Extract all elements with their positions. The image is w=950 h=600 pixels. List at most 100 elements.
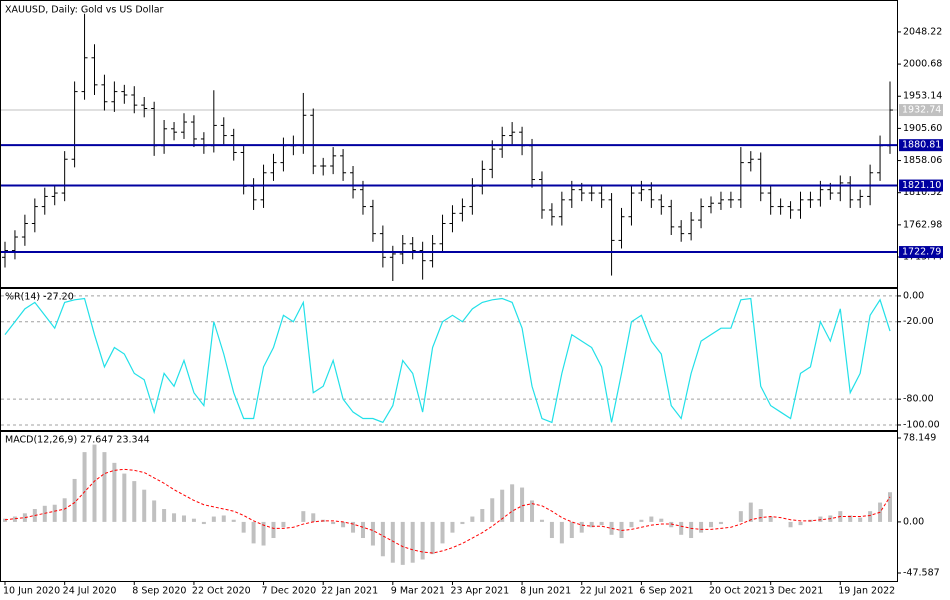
histogram-bar [172, 513, 177, 522]
histogram-bar [251, 521, 256, 544]
panel-border [0, 0, 898, 289]
x-tick-label: 8 Sep 2020 [132, 586, 186, 597]
histogram-bar [42, 505, 47, 522]
level-label-box [899, 179, 943, 192]
y-tick-label: 1905.60 [903, 123, 942, 134]
histogram-bar [370, 521, 375, 546]
histogram-bar [360, 521, 365, 539]
histogram-bar [549, 521, 554, 539]
histogram-bar [569, 521, 574, 539]
y-tick-label: -100.00 [903, 419, 940, 430]
histogram-bar [102, 452, 107, 522]
x-tick-label: 22 Jan 2021 [321, 586, 378, 597]
histogram-bar [162, 509, 167, 522]
histogram-bar [201, 521, 206, 525]
histogram-bar [261, 521, 266, 546]
histogram-bar [629, 521, 634, 528]
x-tick-label: 20 Oct 2021 [709, 586, 768, 597]
panel-title: %R(14) -27.20 [5, 292, 74, 303]
histogram-bar [241, 521, 246, 533]
x-tick-label: 7 Dec 2020 [262, 586, 317, 597]
level-label-box [899, 246, 943, 259]
histogram-bar [758, 509, 763, 522]
histogram-bar [191, 518, 196, 522]
histogram-bar [420, 521, 425, 560]
y-tick-label: 0.00 [903, 290, 924, 301]
histogram-bar [639, 519, 644, 522]
histogram-bar [281, 521, 286, 528]
histogram-bar [798, 521, 803, 526]
histogram-bar [579, 521, 584, 533]
histogram-bar [390, 521, 395, 563]
y-tick-label: -80.00 [903, 394, 934, 405]
x-tick-label: 10 Jun 2020 [3, 586, 60, 597]
y-tick-label: 0.00 [903, 516, 924, 527]
histogram-bar [400, 521, 405, 565]
line [4, 297, 891, 424]
histogram-bar [868, 511, 873, 522]
histogram-bar [142, 489, 147, 522]
histogram-bar [520, 487, 525, 522]
y-tick-label: -20.00 [903, 316, 934, 327]
histogram-bar [380, 521, 385, 557]
histogram-bar [748, 502, 753, 522]
histogram-bar [52, 504, 57, 522]
level-label: 1880.81 [902, 140, 941, 151]
x-tick-label: 19 Jan 2022 [838, 586, 895, 597]
histogram-bar [470, 516, 475, 522]
histogram-bar [858, 517, 863, 522]
histogram-bar [460, 521, 465, 525]
x-tick-label: 23 Apr 2021 [450, 586, 509, 597]
x-tick-label: 6 Sep 2021 [639, 586, 693, 597]
signal-line [4, 468, 891, 554]
y-tick-label: 1953.14 [903, 91, 942, 102]
histogram-bar [3, 518, 7, 522]
histogram-bar [72, 478, 77, 522]
histogram-bar [888, 492, 892, 522]
histogram-bar [649, 516, 654, 522]
x-tick-label: 24 Jul 2020 [63, 586, 117, 597]
histogram-bar [440, 521, 445, 544]
histogram-bar [659, 518, 664, 522]
level-label-box [899, 139, 943, 152]
histogram-bar [430, 521, 435, 555]
y-tick-label: 1762.98 [903, 219, 942, 230]
histogram-bar [271, 521, 276, 539]
y-tick-label: -47.587 [903, 568, 940, 579]
y-tick-label: 1858.06 [903, 155, 942, 166]
last-price-box [899, 104, 943, 117]
x-tick-label: 3 Dec 2021 [769, 586, 824, 597]
histogram-bar [62, 498, 67, 522]
histogram-bar [699, 521, 704, 533]
histogram-bar [679, 521, 684, 535]
histogram-bar [709, 521, 714, 528]
y-tick-label: 2048.22 [903, 26, 942, 37]
histogram-bar [112, 462, 117, 522]
histogram-bar [82, 452, 87, 522]
x-tick-label: 22 Jul 2021 [580, 586, 634, 597]
histogram-bar [589, 521, 594, 528]
histogram-bar [848, 515, 853, 522]
y-tick-label: 78.149 [903, 432, 936, 443]
histogram-bar [718, 521, 723, 525]
histogram-bar [211, 516, 216, 522]
histogram-bar [410, 521, 415, 563]
histogram-bar [181, 515, 186, 522]
histogram-bar [301, 511, 306, 522]
histogram-bar [12, 516, 17, 522]
histogram-bar [689, 521, 694, 539]
y-tick-label: 1810.52 [903, 187, 942, 198]
histogram-bar [92, 444, 97, 522]
histogram-bar [539, 519, 544, 522]
histogram-bar [788, 521, 793, 528]
histogram-bar [450, 521, 455, 533]
histogram-bar [768, 516, 773, 522]
histogram-bar [231, 519, 236, 522]
histogram-bar [609, 521, 614, 535]
level-label: 1821.10 [902, 180, 941, 191]
histogram-bar [351, 521, 356, 533]
x-tick-label: 8 Jun 2021 [520, 586, 571, 597]
histogram-bar [152, 500, 157, 522]
histogram-bar [341, 521, 346, 528]
